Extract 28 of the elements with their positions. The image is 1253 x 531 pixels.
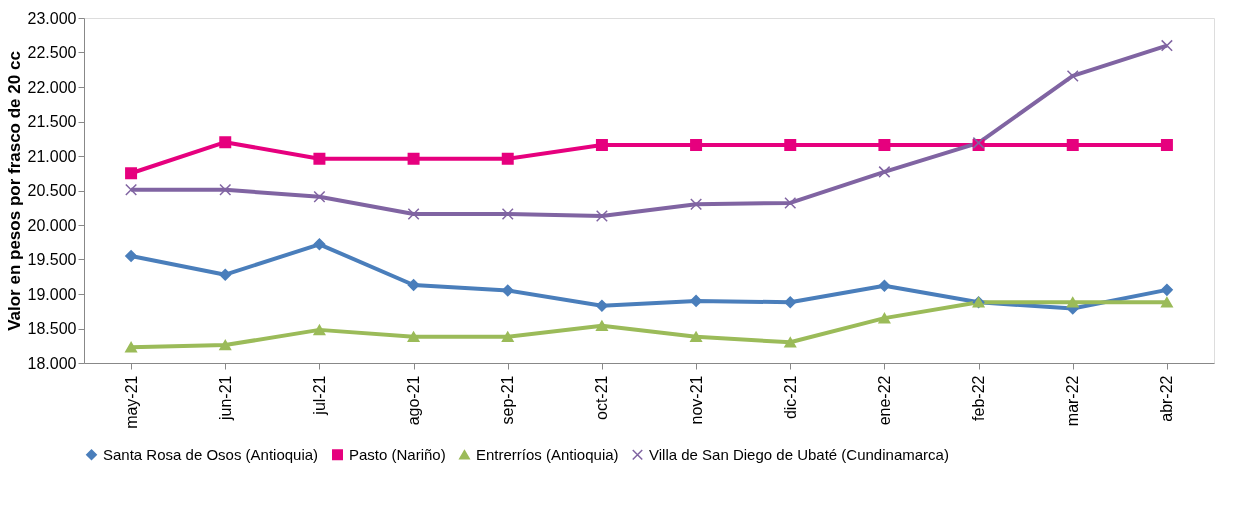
legend-label: Entrerríos (Antioquia) xyxy=(476,445,619,463)
legend-label: Villa de San Diego de Ubaté (Cundinamarca) xyxy=(649,445,949,463)
y-tick-label: 18.000 xyxy=(27,354,77,372)
y-axis-title: Valor en pesos por frasco de 20 cc xyxy=(4,51,24,331)
x-tick-label: mar-22 xyxy=(1064,375,1082,427)
y-tick-label: 21.000 xyxy=(27,147,77,165)
x-tick-label: abr-22 xyxy=(1158,375,1176,422)
x-tick-label: jul-21 xyxy=(310,375,328,416)
x-tick-label: may-21 xyxy=(122,375,140,429)
y-tick-label: 22.000 xyxy=(27,78,77,96)
y-tick-label: 19.500 xyxy=(27,251,77,268)
y-tick-label: 22.500 xyxy=(27,44,77,61)
y-tick-label: 19.000 xyxy=(27,285,77,303)
x-tick-label: sep-21 xyxy=(499,375,517,425)
x-tick-label: oct-21 xyxy=(593,375,611,420)
y-tick-label: 18.500 xyxy=(27,320,77,337)
x-tick-label: jun-21 xyxy=(216,375,234,421)
legend-label: Santa Rosa de Osos (Antioquia) xyxy=(103,445,319,463)
y-tick-label: 21.500 xyxy=(27,113,77,130)
y-tick-label: 20.000 xyxy=(27,216,77,234)
x-tick-label: ene-22 xyxy=(875,375,893,426)
y-tick-label: 20.500 xyxy=(27,182,77,199)
x-tick-label: feb-22 xyxy=(970,375,988,421)
legend-label: Pasto (Nariño) xyxy=(349,445,446,463)
y-tick-label: 23.000 xyxy=(27,9,77,27)
x-tick-label: dic-21 xyxy=(781,375,799,420)
x-tick-label: nov-21 xyxy=(687,375,705,425)
x-tick-label: ago-21 xyxy=(405,375,423,426)
